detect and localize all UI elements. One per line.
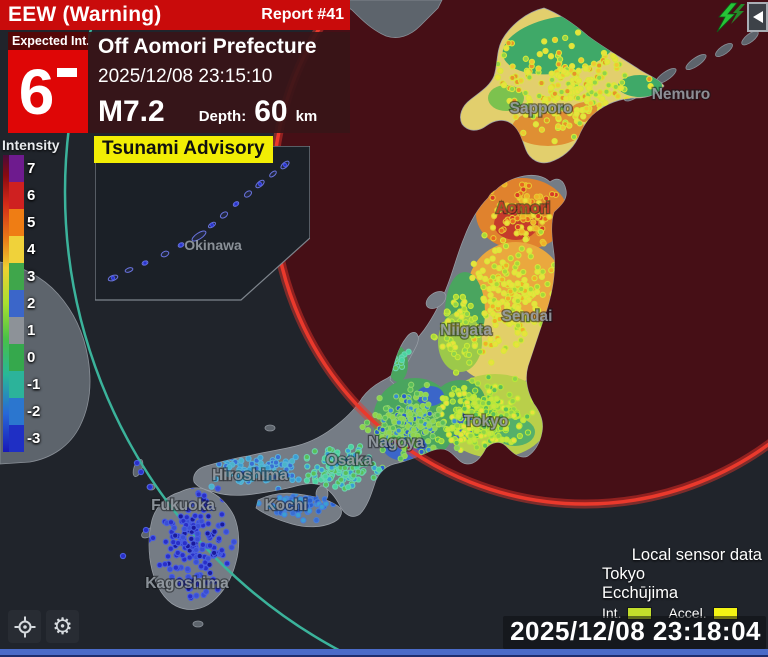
local-sensor-panel: Local sensor data Tokyo Ecchūjima Int. A… <box>594 546 764 621</box>
tsunami-advisory-badge: Tsunami Advisory <box>94 136 273 163</box>
city-label-hiroshima: Hiroshima <box>212 467 288 484</box>
city-label-nemuro: Nemuro <box>652 86 711 103</box>
top-right-controls <box>713 2 768 34</box>
legend-block <box>9 236 24 263</box>
legend-blocks <box>9 155 24 452</box>
sakhalin-landmass <box>337 0 443 38</box>
city-label-nagoya: Nagoya <box>368 434 424 451</box>
depth-unit: km <box>295 108 318 125</box>
legend-label: 2 <box>27 295 36 312</box>
city-label-okinawa: Okinawa <box>184 237 242 253</box>
eew-header: EEW (Warning) Report #41 Expected Int. 6… <box>0 0 350 133</box>
legend-block <box>9 182 24 209</box>
sado-island <box>425 291 447 309</box>
legend-label: -3 <box>27 430 41 447</box>
origin-time: 2025/12/08 23:15:10 <box>98 66 273 87</box>
legend-label: 4 <box>27 241 36 258</box>
kuril-island <box>685 53 707 71</box>
crosshair-icon <box>14 616 35 637</box>
legend-block <box>9 155 24 182</box>
expected-intensity-box: Expected Int. 6 <box>8 32 90 133</box>
report-number: Report #41 <box>261 6 344 23</box>
city-label-niigata: Niigata <box>440 322 492 339</box>
local-sensor-title: Local sensor data <box>631 546 762 564</box>
outlying-sensor-dots <box>119 459 157 560</box>
legend-label: 3 <box>27 268 36 285</box>
legend-block <box>9 344 24 371</box>
expected-intensity-label: Expected Int. <box>8 32 90 50</box>
kuril-island <box>715 42 733 58</box>
city-label-osaka: Osaka <box>326 452 373 469</box>
p-wave-circle <box>63 0 356 657</box>
inset-frame <box>95 146 310 301</box>
legend-block <box>9 371 24 398</box>
epicenter-name: Off Aomori Prefecture <box>98 35 317 58</box>
station-name: Ecchūjima <box>602 584 679 602</box>
intensity-legend: Intensity 7 6 5 4 3 2 1 0 -1 -2 -3 <box>2 137 60 452</box>
legend-label: -1 <box>27 376 41 393</box>
city-label-kochi: Kochi <box>264 497 307 514</box>
legend-block <box>9 398 24 425</box>
legend-block <box>9 290 24 317</box>
magnitude: M7.2 <box>98 95 165 128</box>
locate-button[interactable] <box>8 610 41 643</box>
station-city: Tokyo <box>602 565 646 583</box>
legend-block <box>9 263 24 290</box>
gear-icon: ⚙ <box>52 613 73 639</box>
sensor-dots <box>149 23 657 602</box>
left-triangle-icon <box>752 11 763 23</box>
city-label-tokyo: Tokyo <box>464 413 509 430</box>
map-controls: ⚙ <box>8 610 79 643</box>
settings-button[interactable]: ⚙ <box>46 610 79 643</box>
city-label-sendai: Sendai <box>502 308 553 325</box>
event-info-panel: Off Aomori Prefecture 2025/12/08 23:15:1… <box>88 32 350 133</box>
legend-label: 0 <box>27 349 36 366</box>
legend-block <box>9 317 24 344</box>
connection-lightning-icon <box>716 2 745 33</box>
legend-gradient-strip <box>3 155 9 452</box>
tanegashima-island <box>192 620 204 628</box>
eew-banner: EEW (Warning) Report #41 <box>0 0 350 30</box>
legend-label: 6 <box>27 187 36 204</box>
bottom-progress-bar <box>0 649 768 657</box>
expected-intensity-value: 6 <box>8 50 88 133</box>
collapse-panel-button[interactable] <box>747 2 768 32</box>
legend-labels: 7 6 5 4 3 2 1 0 -1 -2 -3 <box>27 155 40 452</box>
ryukyu-islands <box>107 160 290 282</box>
eew-banner-title: EEW (Warning) <box>8 3 162 26</box>
legend-label: 1 <box>27 322 36 339</box>
intensity-minus-sign <box>57 68 78 77</box>
depth-value: 60 <box>254 95 288 128</box>
legend-label: -2 <box>27 403 41 420</box>
city-label-fukuoka: Fukuoka <box>151 497 215 514</box>
city-label-sapporo: Sapporo <box>510 100 573 117</box>
okinawa-inset-map: Okinawa <box>95 146 310 301</box>
clock: 2025/12/08 23:18:04 <box>503 616 766 649</box>
city-labels: Nemuro Sapporo Aomori Sendai Niigata Tokyo Nag… <box>144 85 712 594</box>
city-label-kagoshima: Kagoshima <box>145 575 229 592</box>
legend-label: 7 <box>27 160 36 177</box>
oki-island <box>264 424 276 432</box>
legend-label: 5 <box>27 214 36 231</box>
legend-title: Intensity <box>2 137 60 153</box>
legend-block <box>9 425 24 452</box>
depth-label: Depth: <box>198 108 247 125</box>
city-label-aomori: Aomori <box>496 200 550 217</box>
legend-block <box>9 209 24 236</box>
